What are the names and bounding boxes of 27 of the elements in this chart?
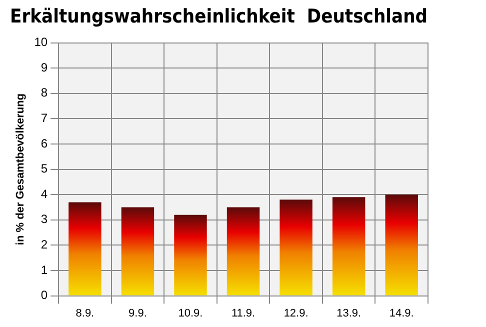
x-tick-label: 14.9. (389, 307, 414, 320)
x-tick-label: 11.9. (231, 307, 256, 320)
y-tick-label: 3 (40, 212, 48, 226)
x-tick-label: 13.9. (336, 307, 362, 320)
y-tick-label: 2 (40, 238, 48, 252)
bar (121, 207, 154, 296)
y-axis-title: in % der Gesamtbevölkerung (14, 93, 27, 246)
bar (226, 207, 260, 296)
chart-title: Erkältungswahrscheinlichkeit Deutschland (10, 6, 428, 28)
x-tick-label: 9.9. (128, 307, 147, 320)
y-tick-label: 6 (40, 136, 48, 150)
x-tick-label: 8.9. (76, 307, 94, 320)
y-tick-label: 7 (40, 111, 48, 126)
y-tick-label: 1 (40, 262, 48, 277)
y-tick-label: 4 (40, 186, 48, 201)
y-tick-label: 10 (34, 35, 48, 50)
x-tick-label: 10.9. (178, 307, 203, 320)
y-tick-label: 8 (40, 86, 48, 100)
bar (280, 200, 312, 296)
bar (174, 214, 207, 296)
y-tick-label: 0 (40, 288, 48, 302)
bar (332, 197, 366, 296)
y-tick-label: 5 (40, 162, 48, 176)
x-tick-label: 12.9. (284, 307, 308, 320)
bar (68, 202, 102, 296)
bar (385, 194, 418, 296)
y-tick-label: 9 (40, 60, 48, 74)
